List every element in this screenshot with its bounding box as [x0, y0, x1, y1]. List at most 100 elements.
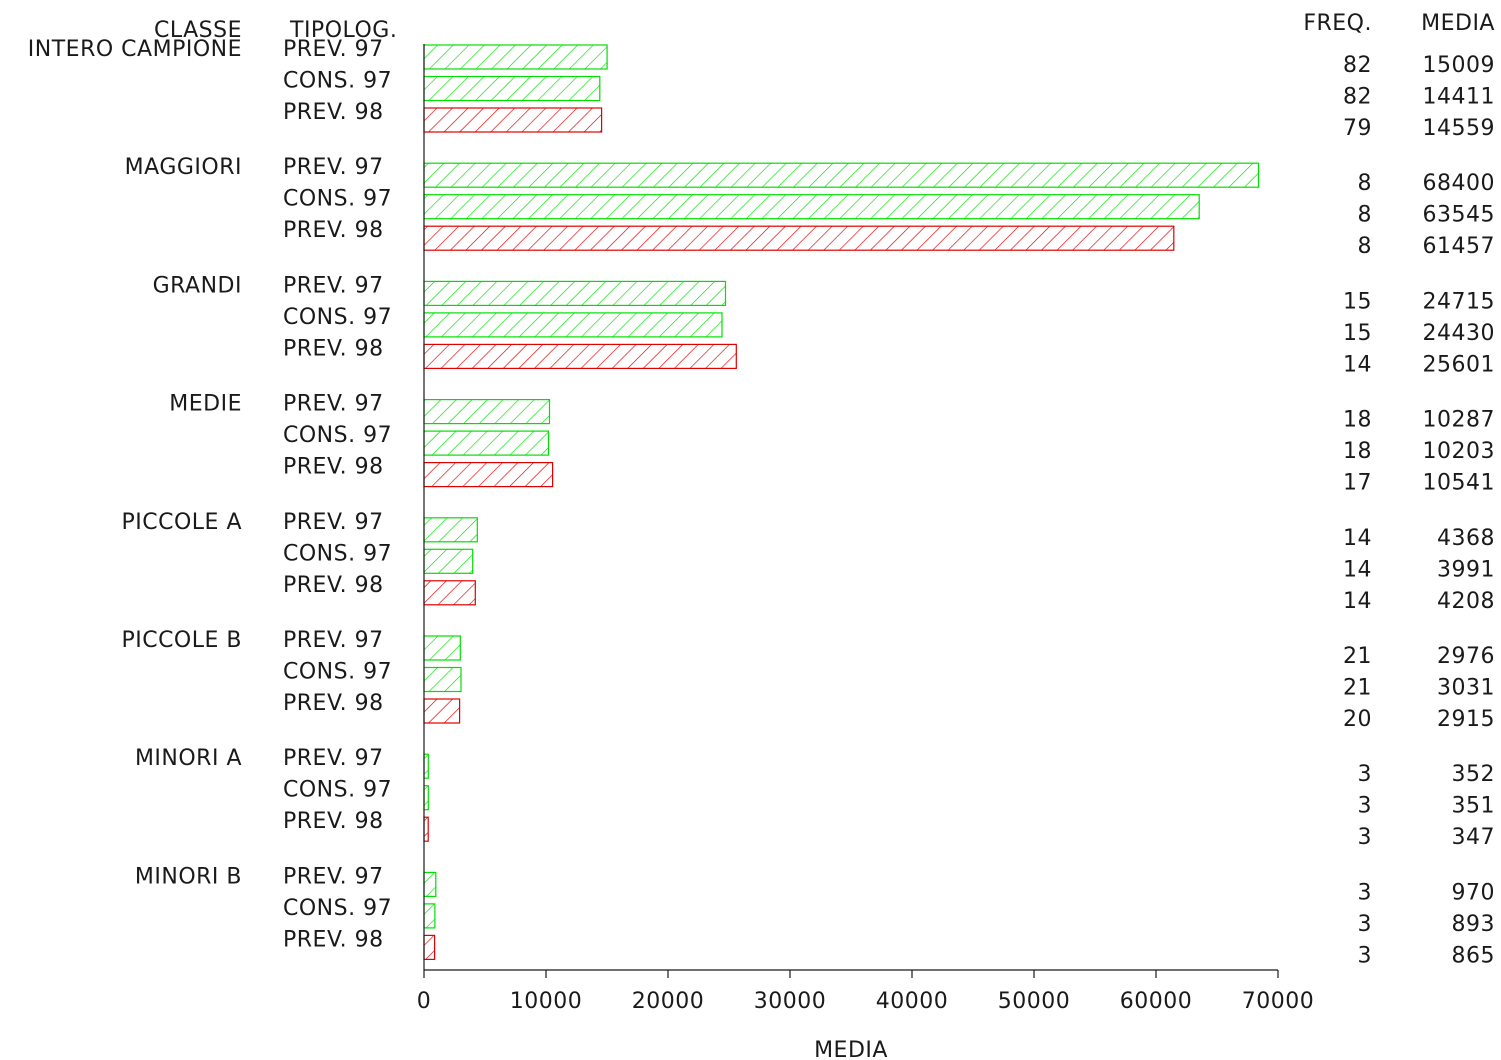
x-tick-label: 60000 [1120, 989, 1193, 1014]
media-value: 10203 [1423, 439, 1496, 464]
tipologia-label: PREV. 98 [283, 455, 384, 480]
media-value: 63545 [1423, 203, 1496, 228]
freq-value: 3 [1358, 943, 1373, 968]
header-tipologia: TIPOLOG. [289, 18, 397, 43]
media-value: 352 [1452, 762, 1496, 787]
bar [423, 871, 437, 898]
bar [423, 75, 601, 102]
freq-value: 8 [1358, 234, 1373, 259]
freq-value: 18 [1343, 439, 1372, 464]
freq-value: 14 [1343, 352, 1372, 377]
freq-value: 82 [1343, 53, 1372, 78]
tipologia-label: PREV. 97 [283, 628, 384, 653]
tipologia-label: PREV. 98 [283, 691, 384, 716]
freq-value: 3 [1358, 880, 1373, 905]
bar [423, 107, 603, 133]
freq-value: 79 [1343, 116, 1372, 141]
bar [423, 343, 737, 369]
bar [423, 934, 436, 961]
media-value: 10541 [1423, 471, 1496, 496]
tipologia-label: CONS. 97 [283, 778, 392, 803]
class-label: INTERO CAMPIONE [28, 37, 242, 62]
media-value: 347 [1452, 825, 1496, 850]
media-value: 61457 [1423, 234, 1496, 259]
tipologia-label: PREV. 98 [283, 336, 384, 361]
tipologia-label: CONS. 97 [283, 896, 392, 921]
bar [423, 517, 478, 543]
header-media: MEDIA [1421, 11, 1495, 36]
bar [423, 785, 429, 811]
bar [423, 162, 1260, 188]
freq-value: 18 [1343, 408, 1372, 433]
class-label: PICCOLE A [122, 510, 243, 535]
freq-value: 8 [1358, 171, 1373, 196]
media-value: 351 [1452, 794, 1496, 819]
x-tick-label: 50000 [998, 989, 1071, 1014]
bar [423, 430, 550, 456]
bar [423, 666, 462, 693]
x-tick-label: 10000 [510, 989, 583, 1014]
freq-value: 14 [1343, 589, 1372, 614]
tipologia-label: PREV. 97 [283, 392, 384, 417]
bar [423, 194, 1200, 220]
tipologia-label: PREV. 97 [283, 273, 384, 298]
class-label: MAGGIORI [125, 155, 242, 180]
class-label: PICCOLE B [121, 628, 242, 653]
freq-value: 3 [1358, 794, 1373, 819]
media-value: 14559 [1423, 116, 1496, 141]
tipologia-label: PREV. 98 [283, 573, 384, 598]
tipologia-label: CONS. 97 [283, 187, 392, 212]
tipologia-label: PREV. 97 [283, 37, 384, 62]
bar [423, 903, 436, 929]
freq-value: 21 [1343, 676, 1372, 701]
tipologia-label: CONS. 97 [283, 541, 392, 566]
tipologia-label: PREV. 97 [283, 746, 384, 771]
media-value: 2915 [1437, 707, 1495, 732]
tipologia-label: PREV. 97 [283, 510, 384, 535]
bar [423, 816, 429, 842]
freq-value: 3 [1358, 912, 1373, 937]
bar [423, 44, 608, 70]
class-label: GRANDI [153, 273, 242, 298]
media-value: 14411 [1423, 85, 1496, 110]
bar [423, 462, 554, 488]
freq-value: 20 [1343, 707, 1372, 732]
media-value: 3991 [1437, 557, 1495, 582]
bar [423, 698, 461, 724]
x-axis-label: MEDIA [814, 1038, 888, 1060]
media-value: 4208 [1437, 589, 1495, 614]
bar [423, 280, 727, 306]
class-label: MEDIE [169, 392, 242, 417]
freq-value: 21 [1343, 644, 1372, 669]
bar [423, 635, 461, 661]
media-value: 3031 [1437, 676, 1495, 701]
media-value: 68400 [1423, 171, 1496, 196]
media-value: 970 [1452, 880, 1496, 905]
media-value: 25601 [1423, 352, 1496, 377]
freq-value: 3 [1358, 825, 1373, 850]
bar [423, 225, 1175, 251]
media-value: 2976 [1437, 644, 1495, 669]
tipologia-label: PREV. 98 [283, 809, 384, 834]
tipologia-label: PREV. 98 [283, 218, 384, 243]
x-tick-label: 0 [417, 989, 432, 1014]
freq-value: 15 [1343, 289, 1372, 314]
media-value: 24430 [1423, 321, 1496, 346]
freq-value: 14 [1343, 526, 1372, 551]
media-value: 893 [1452, 912, 1496, 937]
tipologia-label: PREV. 97 [283, 155, 384, 180]
media-value: 24715 [1423, 289, 1496, 314]
freq-value: 82 [1343, 85, 1372, 110]
x-axis-ticks: 0 10000 20000 30000 40000 50000 60000 70000 [417, 970, 1314, 1014]
media-value: 865 [1452, 943, 1496, 968]
freq-value: 14 [1343, 557, 1372, 582]
media-value: 10287 [1423, 408, 1496, 433]
tipologia-label: PREV. 97 [283, 864, 384, 889]
bar [423, 312, 723, 338]
media-value: 15009 [1423, 53, 1496, 78]
tipologia-label: PREV. 98 [283, 927, 384, 952]
bar [423, 399, 551, 425]
header-classe: CLASSE [154, 18, 242, 43]
